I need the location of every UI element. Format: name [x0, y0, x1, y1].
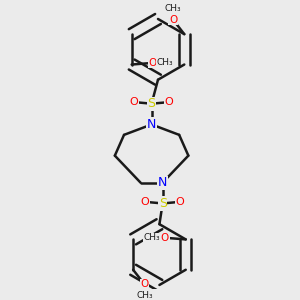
- Text: O: O: [169, 15, 177, 25]
- Text: O: O: [176, 197, 184, 207]
- Text: O: O: [130, 97, 138, 107]
- Text: S: S: [159, 197, 167, 210]
- Text: O: O: [165, 97, 174, 107]
- Text: N: N: [147, 118, 156, 131]
- Text: O: O: [148, 58, 157, 68]
- Text: CH₃: CH₃: [157, 58, 174, 68]
- Text: CH₃: CH₃: [165, 4, 182, 13]
- Text: O: O: [161, 233, 169, 243]
- Text: O: O: [141, 197, 149, 207]
- Text: CH₃: CH₃: [144, 233, 160, 242]
- Text: N: N: [158, 176, 167, 189]
- Text: S: S: [148, 97, 156, 110]
- Text: O: O: [140, 279, 148, 289]
- Text: CH₃: CH₃: [136, 291, 153, 300]
